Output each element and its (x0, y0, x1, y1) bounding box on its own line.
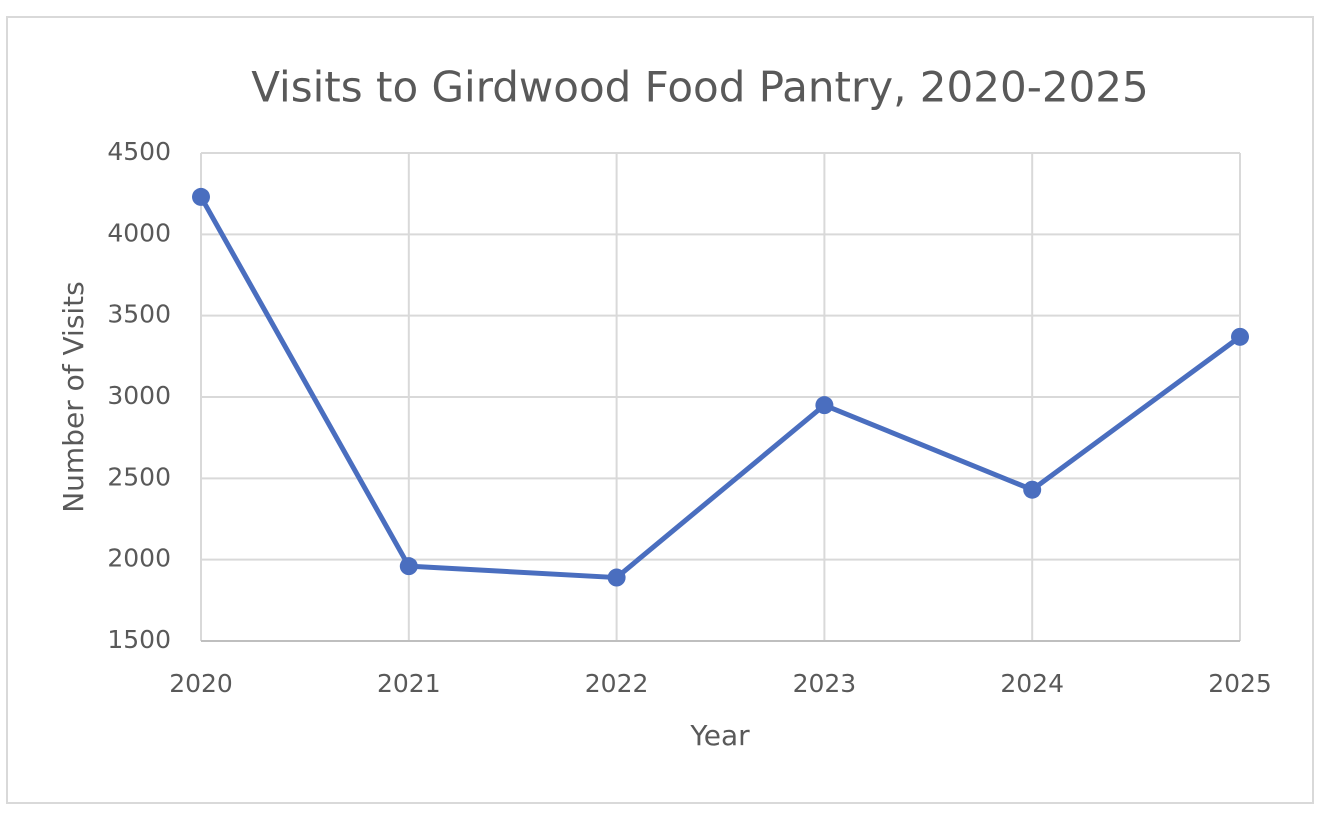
y-tick-label: 3000 (107, 381, 171, 410)
y-axis-label: Number of Visits (57, 281, 90, 513)
y-tick-label: 2500 (107, 462, 171, 491)
marker (192, 187, 210, 206)
chart-border (6, 16, 1314, 804)
marker (607, 568, 626, 587)
x-tick-label: 2024 (1000, 669, 1064, 698)
marker (399, 557, 418, 576)
y-tick-label: 4000 (107, 218, 171, 247)
marker (1231, 327, 1249, 346)
x-tick-label: 2021 (377, 669, 441, 698)
y-tick-label: 4500 (107, 137, 171, 166)
marker (1023, 480, 1042, 499)
y-tick-label: 1500 (107, 625, 171, 654)
x-tick-label: 2022 (585, 669, 649, 698)
x-tick-label: 2023 (793, 669, 857, 698)
y-tick-label: 3500 (107, 300, 171, 329)
x-axis-label: Year (689, 719, 750, 752)
marker (815, 396, 834, 415)
x-tick-label: 2020 (169, 669, 233, 698)
y-tick-label: 2000 (107, 544, 171, 573)
line (198, 195, 1242, 581)
chart-title: Visits to Girdwood Food Pantry, 2020-202… (251, 63, 1148, 112)
x-tick-label: 2025 (1208, 669, 1272, 698)
